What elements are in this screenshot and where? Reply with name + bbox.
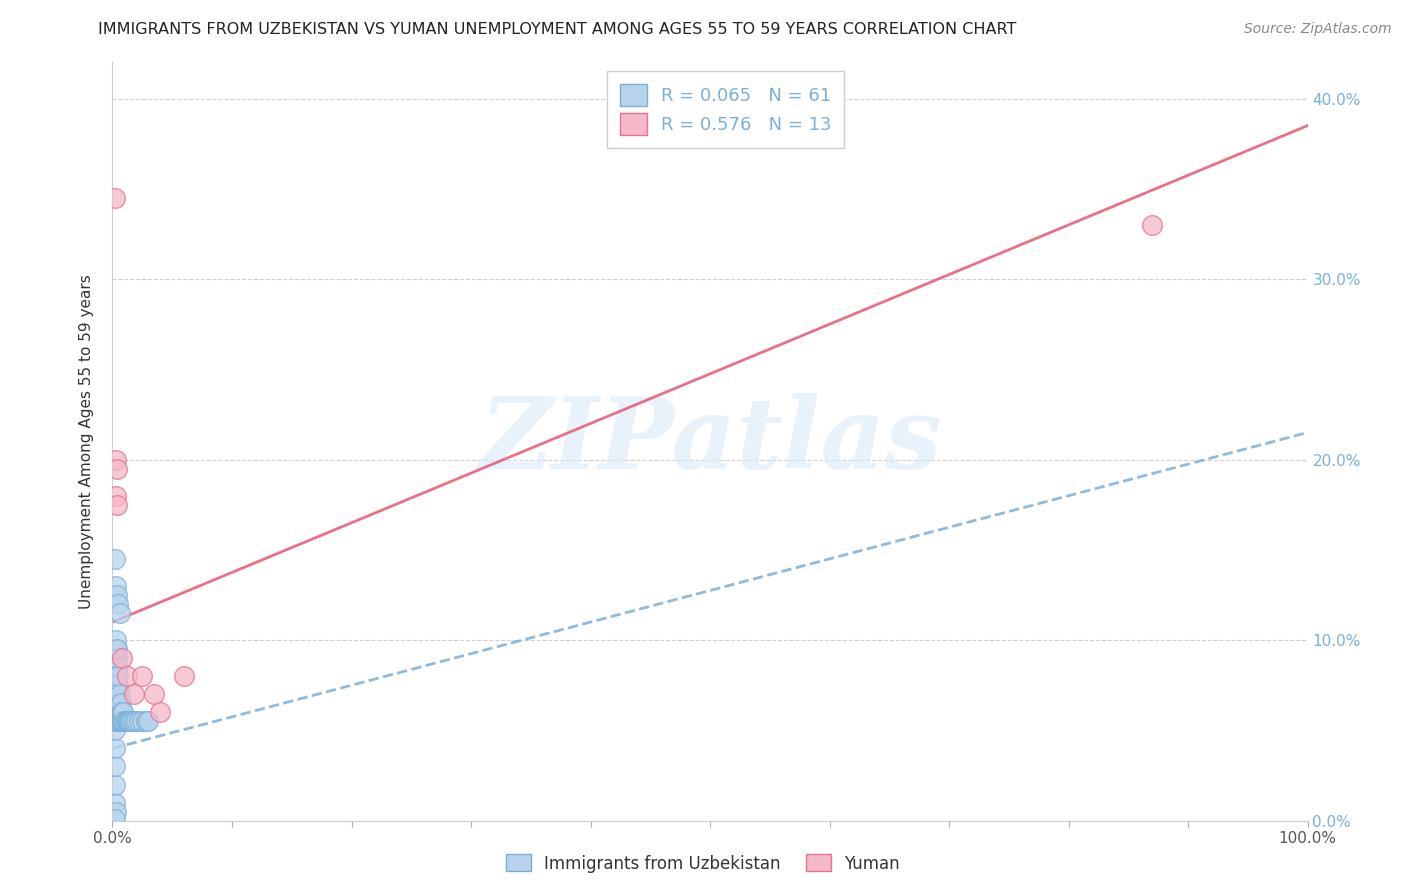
- Text: Source: ZipAtlas.com: Source: ZipAtlas.com: [1244, 22, 1392, 37]
- Point: [105, 588, 128, 602]
- Point: [105, 678, 128, 692]
- Y-axis label: Unemployment Among Ages 55 to 59 years: Unemployment Among Ages 55 to 59 years: [79, 274, 94, 609]
- Point: [105, 714, 128, 729]
- Point: [107, 669, 129, 683]
- Point: [122, 714, 145, 729]
- Point: [120, 714, 142, 729]
- Point: [143, 687, 166, 701]
- Point: [117, 714, 139, 729]
- Point: [105, 805, 128, 819]
- Point: [110, 706, 132, 720]
- Point: [111, 651, 134, 665]
- Point: [111, 714, 134, 729]
- Point: [105, 706, 128, 720]
- Point: [104, 759, 127, 773]
- Point: [105, 633, 128, 648]
- Point: [111, 706, 134, 720]
- Point: [105, 498, 128, 512]
- Point: [110, 696, 132, 710]
- Point: [104, 778, 127, 792]
- Point: [105, 669, 128, 683]
- Text: ZIPatlas: ZIPatlas: [479, 393, 941, 490]
- Point: [112, 706, 135, 720]
- Point: [105, 678, 128, 692]
- Point: [108, 687, 131, 701]
- Point: [115, 669, 138, 683]
- Point: [107, 714, 129, 729]
- Point: [105, 660, 128, 674]
- Point: [114, 714, 135, 729]
- Point: [105, 706, 128, 720]
- Point: [105, 651, 128, 665]
- Point: [108, 706, 131, 720]
- Point: [110, 714, 132, 729]
- Legend: Immigrants from Uzbekistan, Yuman: Immigrants from Uzbekistan, Yuman: [499, 847, 907, 880]
- Point: [104, 552, 127, 566]
- Point: [128, 714, 150, 729]
- Point: [107, 597, 129, 611]
- Point: [105, 579, 128, 593]
- Point: [112, 714, 135, 729]
- Point: [105, 642, 128, 657]
- Point: [105, 687, 128, 701]
- Legend: R = 0.065   N = 61, R = 0.576   N = 13: R = 0.065 N = 61, R = 0.576 N = 13: [607, 71, 845, 148]
- Point: [105, 696, 128, 710]
- Point: [1142, 218, 1164, 232]
- Point: [105, 452, 128, 467]
- Point: [115, 714, 138, 729]
- Point: [104, 812, 127, 826]
- Point: [107, 687, 129, 701]
- Point: [122, 687, 145, 701]
- Point: [104, 191, 127, 205]
- Point: [105, 642, 128, 657]
- Point: [107, 678, 129, 692]
- Point: [108, 714, 131, 729]
- Point: [121, 714, 143, 729]
- Point: [105, 461, 128, 475]
- Point: [108, 696, 131, 710]
- Point: [108, 606, 131, 620]
- Point: [149, 706, 172, 720]
- Point: [105, 660, 128, 674]
- Point: [131, 669, 153, 683]
- Text: IMMIGRANTS FROM UZBEKISTAN VS YUMAN UNEMPLOYMENT AMONG AGES 55 TO 59 YEARS CORRE: IMMIGRANTS FROM UZBEKISTAN VS YUMAN UNEM…: [98, 22, 1017, 37]
- Point: [105, 696, 128, 710]
- Point: [104, 723, 127, 738]
- Point: [107, 706, 129, 720]
- Point: [104, 741, 127, 756]
- Point: [105, 714, 128, 729]
- Point: [114, 714, 136, 729]
- Point: [105, 651, 128, 665]
- Point: [105, 669, 128, 683]
- Point: [107, 696, 129, 710]
- Point: [135, 714, 157, 729]
- Point: [105, 687, 128, 701]
- Point: [118, 714, 141, 729]
- Point: [104, 796, 127, 810]
- Point: [173, 669, 195, 683]
- Point: [105, 489, 128, 503]
- Point: [138, 714, 160, 729]
- Point: [125, 714, 148, 729]
- Point: [131, 714, 153, 729]
